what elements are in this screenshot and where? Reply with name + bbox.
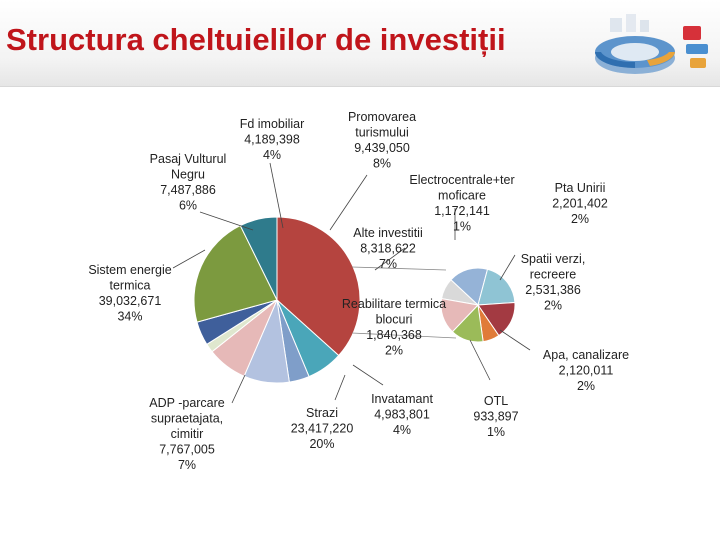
main-leader-line-3 [329,174,368,231]
main-leader-line-7 [334,374,346,401]
secondary-data-label-otl: OTL 933,897 1% [473,394,518,439]
secondary-leader-line-4 [469,339,491,381]
main-leader-line-2 [269,162,284,229]
main-data-label-promovarea: Promovarea turismului 9,439,050 8% [348,110,416,171]
main-data-label-sistem-energie: Sistem energie termica 39,032,671 34% [88,263,171,324]
main-slice-strazi-7 [193,224,278,323]
title-bar: Structura cheltuielilor de investiții [0,0,720,87]
connector-line-1 [351,332,457,339]
secondary-leader-line-3 [499,329,531,351]
connector-line-0 [351,266,447,271]
main-leader-line-1 [199,211,254,231]
main-data-label-fd-imobiliar: Fd imobiliar 4,189,398 4% [240,117,305,162]
secondary-leader-line-2 [499,254,516,281]
main-data-label-invatamant: Invatamant 4,983,801 4% [371,392,433,437]
main-data-label-adp-parcare: ADP -parcare supraetajata, cimitir 7,767,00… [149,396,225,472]
page-title: Structura cheltuielilor de investiții [6,22,506,57]
main-data-label-reabilitare-termica: Reabilitare termica blocuri 1,840,368 2% [342,297,446,358]
secondary-slice-other-6 [440,298,480,333]
main-slice-sistem-energie-0 [276,216,361,357]
main-leader-line-8 [231,374,246,404]
main-leader-line-0 [172,249,206,269]
secondary-data-label-spatii-verzi: Spatii verzi, recreere 2,531,386 2% [521,252,586,313]
main-leader-line-6 [352,364,384,386]
main-leader-line-4 [374,247,406,271]
secondary-data-label-pta-unirii: Pta Unirii 2,201,402 2% [552,181,608,226]
main-data-label-alte-investitii: Alte investitii 8,318,622 7% [353,226,422,271]
secondary-data-label-electrocentrale-ter: Electrocentrale+ter moficare 1,172,141 1% [409,173,514,234]
secondary-data-label-apa-canalizare: Apa, canalizare 2,120,011 2% [543,348,629,393]
main-data-label-pasaj-vulturul: Pasaj Vulturul Negru 7,487,886 6% [150,152,227,213]
main-data-label-strazi: Strazi 23,417,220 20% [291,406,354,451]
logo-graphic-icon [595,14,708,74]
secondary-slice-spatii-verzi-2 [477,268,516,306]
